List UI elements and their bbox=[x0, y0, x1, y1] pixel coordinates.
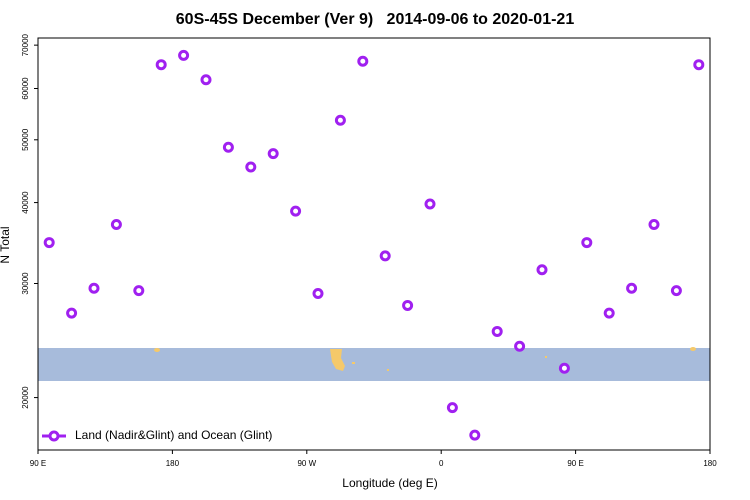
point bbox=[245, 161, 257, 173]
point bbox=[424, 198, 436, 210]
y-tick-label: 30000 bbox=[21, 272, 30, 295]
point bbox=[648, 219, 660, 231]
legend-label: Land (Nadir&Glint) and Ocean (Glint) bbox=[75, 428, 272, 442]
point bbox=[178, 49, 190, 61]
land-shapes bbox=[154, 347, 696, 371]
y-axis-label: N Total bbox=[0, 226, 12, 263]
x-tick-label: 0 bbox=[439, 459, 444, 468]
point bbox=[334, 114, 346, 126]
point bbox=[446, 402, 458, 414]
plot-frame bbox=[37, 37, 711, 451]
point bbox=[133, 285, 145, 297]
point bbox=[312, 288, 324, 300]
point bbox=[603, 307, 615, 319]
point bbox=[222, 141, 234, 153]
point bbox=[110, 219, 122, 231]
point bbox=[693, 59, 705, 71]
point bbox=[670, 285, 682, 297]
point bbox=[155, 59, 167, 71]
point bbox=[491, 325, 503, 337]
x-tick-label: 90 E bbox=[30, 459, 46, 468]
y-tick-label: 70000 bbox=[21, 33, 30, 56]
y-tick-label: 20000 bbox=[21, 386, 30, 409]
legend-marker bbox=[48, 430, 60, 442]
point bbox=[88, 282, 100, 294]
point bbox=[357, 55, 369, 67]
x-tick-label: 180 bbox=[703, 459, 717, 468]
point bbox=[514, 340, 526, 352]
point bbox=[626, 282, 638, 294]
chart-title: 60S-45S December (Ver 9) 2014-09-06 to 2… bbox=[176, 11, 575, 28]
x-tick-label: 180 bbox=[166, 459, 180, 468]
x-tick-label: 90 E bbox=[567, 459, 583, 468]
land-band bbox=[38, 348, 710, 381]
point bbox=[43, 237, 55, 249]
y-tick-label: 40000 bbox=[21, 191, 30, 214]
x-tick-label: 90 W bbox=[297, 459, 316, 468]
point bbox=[267, 148, 279, 160]
point bbox=[536, 264, 548, 276]
x-axis-label: Longitude (deg E) bbox=[342, 476, 437, 490]
point bbox=[200, 74, 212, 86]
point bbox=[558, 362, 570, 374]
point bbox=[290, 205, 302, 217]
point bbox=[402, 299, 414, 311]
point bbox=[66, 307, 78, 319]
y-tick-label: 50000 bbox=[21, 128, 30, 151]
point bbox=[379, 250, 391, 262]
y-tick-label: 60000 bbox=[21, 77, 30, 100]
point bbox=[469, 429, 481, 441]
point bbox=[581, 237, 593, 249]
